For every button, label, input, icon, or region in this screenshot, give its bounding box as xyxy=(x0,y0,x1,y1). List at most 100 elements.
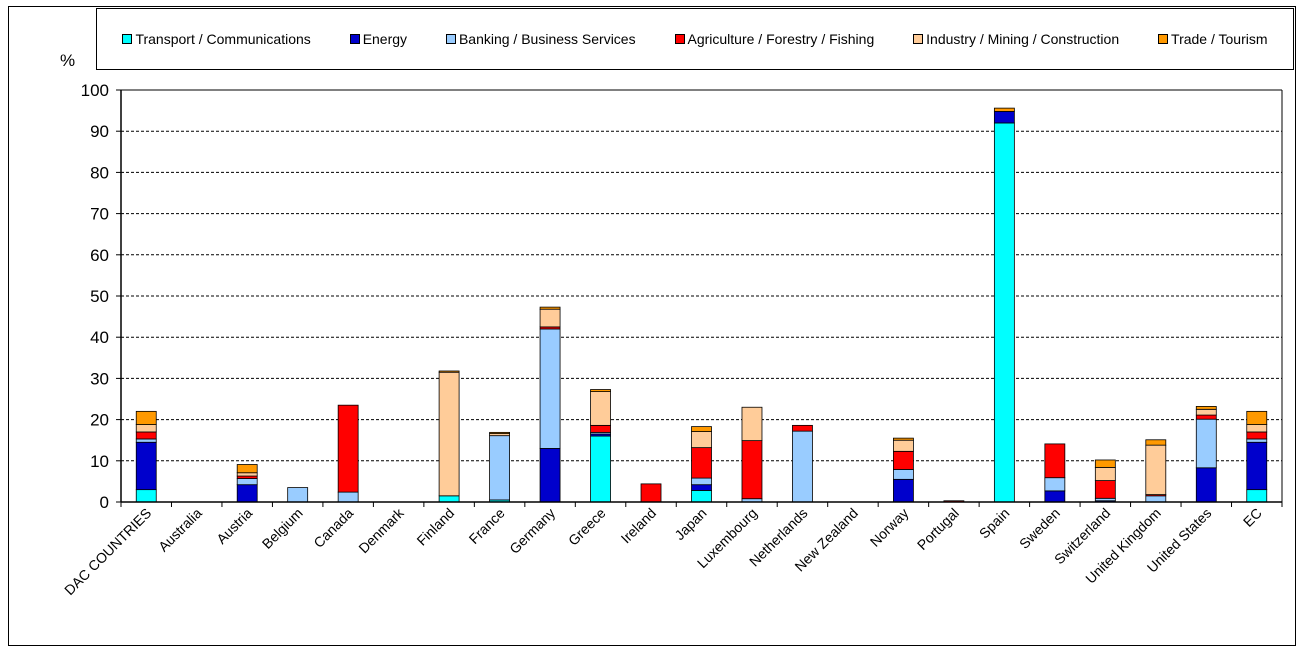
bar-japan-transport-communications xyxy=(691,490,712,503)
bar-germany-industry-mining-construction xyxy=(539,308,561,328)
bar-dac-countries-transport-communications xyxy=(135,489,157,503)
bar-netherlands-banking-business-services xyxy=(792,430,813,503)
x-tick-label-france: France xyxy=(466,505,508,547)
bar-austria-trade-tourism xyxy=(236,464,258,474)
bar-norway-agriculture-forestry-fishing xyxy=(893,450,914,470)
bar-united-kingdom-banking-business-services xyxy=(1145,495,1167,503)
legend-swatch-banking xyxy=(445,34,456,44)
x-tick-label-sweden: Sweden xyxy=(1016,505,1063,552)
bar-spain-trade-tourism xyxy=(993,107,1015,112)
bar-norway-trade-tourism xyxy=(893,437,914,441)
legend-item-trade: Trade / Tourism xyxy=(1158,31,1268,47)
y-axis-ticks: 0 10 20 30 40 50 60 70 80 90 100 xyxy=(81,81,121,512)
axes xyxy=(120,89,1283,507)
bar-austria-industry-mining-construction xyxy=(236,472,258,477)
x-tick-label-norway: Norway xyxy=(867,505,912,550)
legend-label-energy: Energy xyxy=(362,31,408,47)
bar-netherlands-agriculture-forestry-fishing xyxy=(792,424,813,432)
bar-luxembourg-agriculture-forestry-fishing xyxy=(741,440,763,500)
bar-dac-countries-trade-tourism xyxy=(135,410,157,425)
bar-france-banking-business-services xyxy=(489,435,510,501)
legend-label-banking: Banking / Business Services xyxy=(458,31,636,47)
bar-ec-trade-tourism xyxy=(1246,410,1268,425)
bar-greece-trade-tourism xyxy=(590,389,611,392)
x-tick-label-australia: Australia xyxy=(155,505,205,555)
y-axis-label: % xyxy=(60,51,75,70)
bar-finland-industry-mining-construction xyxy=(438,371,460,497)
bar-dac-countries-agriculture-forestry-fishing xyxy=(135,431,157,440)
legend-item-agriculture: Agriculture / Forestry / Fishing xyxy=(674,31,875,47)
x-tick-label-ireland: Ireland xyxy=(618,505,660,547)
bar-japan-industry-mining-construction xyxy=(691,431,712,449)
y-tick-label-0: 0 xyxy=(100,493,109,512)
bar-united-kingdom-trade-tourism xyxy=(1145,439,1167,446)
x-tick-label-japan: Japan xyxy=(671,505,709,543)
y-tick-label-40: 40 xyxy=(90,328,109,347)
bar-united-states-energy xyxy=(1195,467,1217,503)
bar-united-kingdom-industry-mining-construction xyxy=(1145,444,1167,495)
x-axis-labels: DAC COUNTRIES Australia Austria Belgium Cana… xyxy=(61,504,1265,598)
bar-norway-industry-mining-construction xyxy=(893,439,914,452)
legend-swatch-agriculture xyxy=(674,34,685,44)
x-tick-label-finland: Finland xyxy=(413,505,457,549)
bar-canada-banking-business-services xyxy=(337,491,359,503)
legend-label-agriculture: Agriculture / Forestry / Fishing xyxy=(687,31,875,47)
x-tick-label-portugal: Portugal xyxy=(914,505,962,553)
bar-dac-countries-banking-business-services xyxy=(135,438,157,443)
bar-dac-countries-industry-mining-construction xyxy=(135,424,157,433)
bar-austria-energy xyxy=(236,484,258,503)
legend-swatch-trade xyxy=(1158,34,1169,44)
y-tick-label-30: 30 xyxy=(90,369,109,388)
x-tick-label-belgium: Belgium xyxy=(259,505,306,552)
x-tick-label-ec: EC xyxy=(1240,505,1265,530)
bar-luxembourg-industry-mining-construction xyxy=(741,406,763,442)
bar-ec-banking-business-services xyxy=(1246,438,1268,443)
bar-ireland-agriculture-forestry-fishing xyxy=(640,483,662,503)
legend-label-industry: Industry / Mining / Construction xyxy=(926,31,1120,47)
bar-japan-trade-tourism xyxy=(691,426,712,432)
bar-sweden-agriculture-forestry-fishing xyxy=(1044,443,1066,479)
y-tick-label-50: 50 xyxy=(90,287,109,306)
bar-greece-industry-mining-construction xyxy=(590,391,611,426)
chart-frame xyxy=(8,6,1296,646)
bar-united-states-agriculture-forestry-fishing xyxy=(1195,414,1217,420)
legend-swatch-transport xyxy=(122,34,133,44)
bar-switzerland-agriculture-forestry-fishing xyxy=(1094,480,1116,499)
y-tick-label-60: 60 xyxy=(90,246,109,265)
bar-sweden-energy xyxy=(1044,490,1066,503)
bar-germany-trade-tourism xyxy=(539,306,561,310)
bar-finland-transport-communications xyxy=(438,495,460,503)
y-tick-label-10: 10 xyxy=(90,452,109,471)
x-tick-label-austria: Austria xyxy=(213,505,255,547)
x-tick-label-greece: Greece xyxy=(565,505,609,549)
bar-norway-banking-business-services xyxy=(893,469,914,480)
bar-norway-energy xyxy=(893,478,914,503)
bar-japan-energy xyxy=(691,484,712,491)
bar-japan-banking-business-services xyxy=(691,477,712,486)
bar-japan-agriculture-forestry-fishing xyxy=(691,447,712,479)
legend-label-transport: Transport / Communications xyxy=(135,31,311,47)
x-tick-label-canada: Canada xyxy=(310,505,356,551)
legend-label-trade: Trade / Tourism xyxy=(1171,31,1268,47)
bar-belgium-banking-business-services xyxy=(287,487,309,503)
y-tick-label-20: 20 xyxy=(90,411,109,430)
y-tick-label-100: 100 xyxy=(81,81,109,100)
bar-germany-banking-business-services xyxy=(539,328,561,449)
x-tick-label-spain: Spain xyxy=(976,505,1013,542)
y-tick-label-80: 80 xyxy=(90,163,109,182)
bar-ec-energy xyxy=(1246,441,1268,491)
legend-item-transport: Transport / Communications xyxy=(122,31,311,47)
bar-united-states-industry-mining-construction xyxy=(1195,408,1217,416)
x-tick-label-denmark: Denmark xyxy=(355,504,407,556)
y-tick-label-70: 70 xyxy=(90,205,109,224)
bar-austria-banking-business-services xyxy=(236,478,258,486)
legend-item-banking: Banking / Business Services xyxy=(445,31,636,47)
x-tick-label-germany: Germany xyxy=(506,505,558,557)
bar-united-states-trade-tourism xyxy=(1195,406,1217,410)
y-tick-label-90: 90 xyxy=(90,122,109,141)
bar-sweden-banking-business-services xyxy=(1044,477,1066,492)
bar-switzerland-trade-tourism xyxy=(1094,459,1116,468)
bar-canada-agriculture-forestry-fishing xyxy=(337,404,359,493)
bar-ec-agriculture-forestry-fishing xyxy=(1246,431,1268,440)
